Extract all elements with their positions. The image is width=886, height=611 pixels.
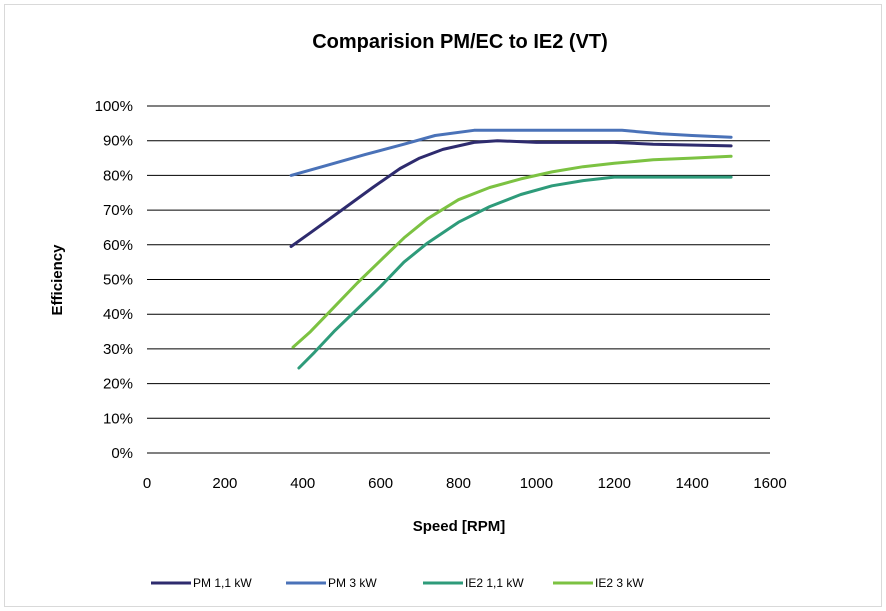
x-tick-label: 400 bbox=[290, 475, 315, 492]
series-line-3 bbox=[297, 175, 733, 370]
x-tick-label: 1200 bbox=[598, 475, 631, 492]
legend-label: PM 1,1 kW bbox=[193, 576, 252, 590]
x-tick-label: 0 bbox=[143, 475, 151, 492]
x-tick-label: 1600 bbox=[753, 475, 786, 492]
line-chart: Comparision PM/EC to IE2 (VT) 0% 10% 20% 30… bbox=[49, 31, 787, 590]
y-tick-label: 20% bbox=[103, 376, 133, 393]
y-tick-label: 10% bbox=[103, 410, 133, 427]
series-line-2 bbox=[289, 128, 733, 177]
x-tick-label: 1400 bbox=[675, 475, 708, 492]
y-tick-label: 80% bbox=[103, 167, 133, 184]
y-tick-label: 90% bbox=[103, 133, 133, 150]
y-tick-label: 40% bbox=[103, 306, 133, 323]
x-tick-label: 1000 bbox=[520, 475, 553, 492]
x-axis-title: Speed [RPM] bbox=[413, 518, 506, 535]
legend-label: IE2 1,1 kW bbox=[465, 576, 524, 590]
y-axis-title: Efficiency bbox=[49, 244, 66, 316]
legend-label: PM 3 kW bbox=[328, 576, 377, 590]
series-line-1 bbox=[289, 139, 733, 248]
series-line-4 bbox=[291, 154, 733, 349]
y-tick-labels: 0% 10% 20% 30% 40% 50% 60% 70% 80% 90% 100% bbox=[95, 98, 133, 462]
y-tick-label: 100% bbox=[95, 98, 133, 115]
x-tick-label: 800 bbox=[446, 475, 471, 492]
x-tick-labels: 0 200 400 600 800 1000 1200 1400 1600 bbox=[143, 475, 787, 492]
grid-lines bbox=[147, 105, 770, 454]
y-tick-label: 50% bbox=[103, 272, 133, 289]
x-tick-label: 200 bbox=[212, 475, 237, 492]
y-tick-label: 60% bbox=[103, 237, 133, 254]
y-tick-label: 70% bbox=[103, 202, 133, 219]
series-lines bbox=[289, 128, 733, 370]
legend-label: IE2 3 kW bbox=[595, 576, 644, 590]
chart-frame: Comparision PM/EC to IE2 (VT) 0% 10% 20% 30… bbox=[4, 4, 882, 607]
y-tick-label: 30% bbox=[103, 341, 133, 358]
chart-title: Comparision PM/EC to IE2 (VT) bbox=[312, 31, 608, 53]
y-tick-label: 0% bbox=[111, 445, 133, 462]
x-tick-label: 600 bbox=[368, 475, 393, 492]
legend: PM 1,1 kW PM 3 kW IE2 1,1 kW IE2 3 kW bbox=[151, 576, 644, 590]
